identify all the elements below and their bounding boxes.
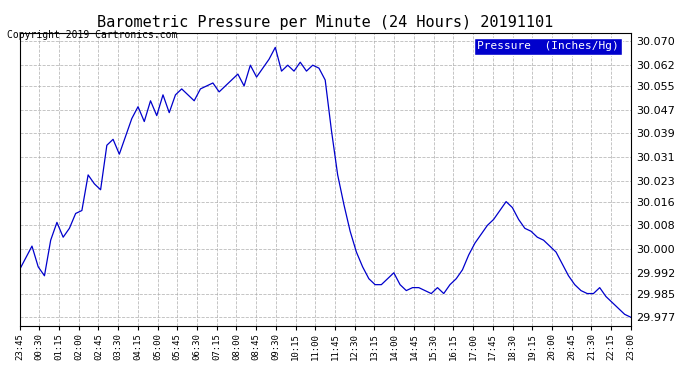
Text: Copyright 2019 Cartronics.com: Copyright 2019 Cartronics.com [7,30,177,39]
Title: Barometric Pressure per Minute (24 Hours) 20191101: Barometric Pressure per Minute (24 Hours… [97,15,553,30]
Text: Pressure  (Inches/Hg): Pressure (Inches/Hg) [477,41,619,51]
